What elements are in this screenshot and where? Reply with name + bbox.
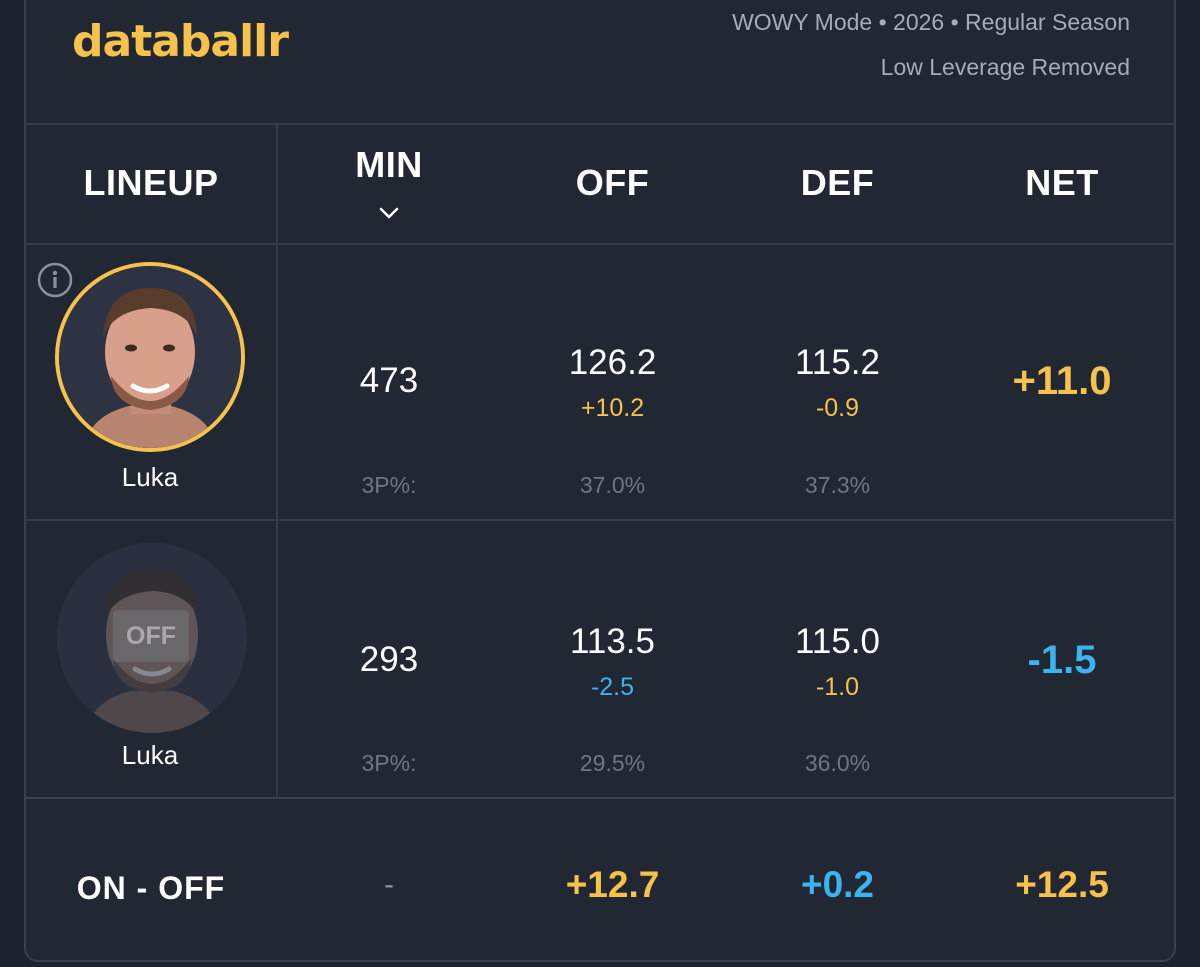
mode-season-label: WOWY Mode • 2026 • Regular Season: [732, 9, 1130, 35]
player-avatar-on[interactable]: [55, 262, 245, 452]
def-three-pct: 37.3%: [804, 472, 871, 498]
summary-def: +0.2: [800, 864, 875, 905]
player-face-icon: [59, 266, 241, 448]
net-rating: -1.5: [1027, 638, 1097, 682]
stats-card: [24, 0, 1176, 962]
player-name: Luka: [121, 462, 179, 492]
divider: [276, 519, 1174, 521]
min-value: 473: [359, 361, 419, 400]
off-three-pct: 29.5%: [579, 750, 646, 776]
def-diff: -1.0: [815, 673, 860, 701]
min-value: 293: [359, 640, 419, 679]
three-pt-label: 3P%:: [361, 750, 417, 776]
column-header-min-label: MIN: [355, 144, 423, 185]
net-rating: +11.0: [1012, 359, 1112, 403]
column-header-lineup: LINEUP: [83, 162, 219, 203]
summary-net: +12.5: [1015, 864, 1109, 905]
column-header-min[interactable]: MIN: [278, 140, 500, 190]
player-name: Luka: [121, 740, 179, 770]
divider: [276, 243, 1174, 245]
summary-off: +12.7: [565, 864, 660, 905]
off-rating: 126.2: [568, 343, 657, 382]
divider: [26, 797, 1174, 799]
info-icon[interactable]: [37, 262, 73, 298]
off-diff: -2.5: [590, 673, 635, 701]
chevron-down-icon[interactable]: [376, 204, 402, 222]
column-header-off[interactable]: OFF: [575, 162, 650, 203]
brand-logo[interactable]: databallr: [72, 16, 289, 67]
divider: [26, 519, 276, 521]
def-diff: -0.9: [815, 394, 860, 422]
off-badge: OFF: [113, 610, 189, 662]
summary-label: ON - OFF: [76, 870, 226, 906]
divider: [26, 123, 1174, 125]
def-rating: 115.2: [795, 343, 880, 382]
divider: [26, 243, 276, 245]
divider: [276, 124, 278, 797]
def-rating: 115.0: [795, 622, 880, 661]
off-diff: +10.2: [580, 394, 645, 422]
three-pt-label: 3P%:: [361, 472, 417, 498]
off-three-pct: 37.0%: [579, 472, 646, 498]
column-header-def[interactable]: DEF: [800, 162, 875, 203]
def-three-pct: 36.0%: [804, 750, 871, 776]
column-header-net[interactable]: NET: [1025, 162, 1099, 203]
leverage-label: Low Leverage Removed: [880, 54, 1130, 80]
off-rating: 113.5: [570, 622, 655, 661]
summary-min: -: [384, 868, 394, 901]
